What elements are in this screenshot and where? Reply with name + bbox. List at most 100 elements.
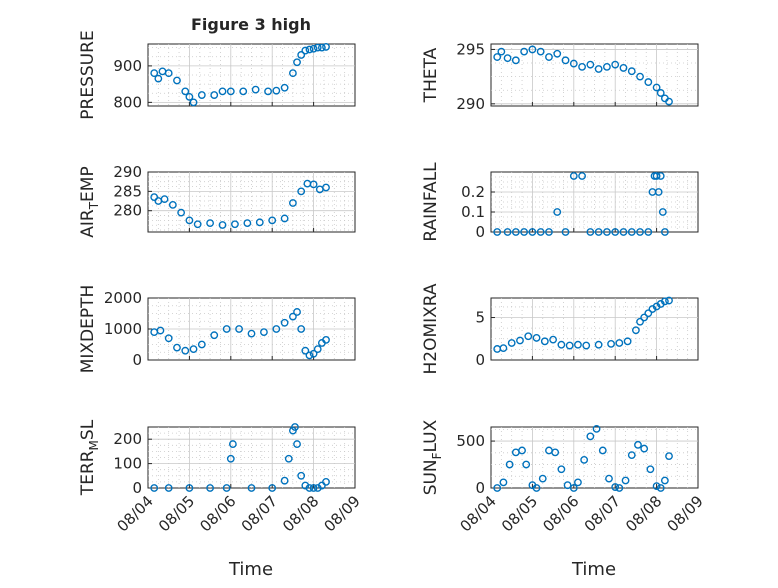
data-point — [557, 465, 566, 474]
data-point — [611, 60, 620, 69]
data-point — [313, 345, 322, 354]
x-tick-label: 08/07 — [238, 492, 281, 535]
data-point — [226, 454, 235, 463]
data-point — [226, 87, 235, 96]
data-point — [154, 74, 163, 83]
data-point — [185, 216, 194, 225]
data-point — [586, 60, 595, 69]
data-point — [619, 64, 628, 72]
data-point — [524, 332, 533, 341]
y-tick-label: 0 — [475, 479, 485, 497]
y-axis-label: TERRMSL — [78, 419, 101, 496]
subplot-sun-flux: 0 500 SUNFLUX 08/0408/0508/0608/0708/0808/0… — [421, 419, 707, 535]
data-point — [206, 484, 215, 492]
subplot-rainfall: 0 0.1 0.2 RAINFALL — [421, 162, 699, 242]
y-tick-label: 500 — [456, 432, 485, 450]
data-point — [627, 228, 636, 236]
data-point — [603, 228, 611, 236]
y-tick-label: 0 — [132, 479, 142, 497]
data-point — [150, 484, 159, 492]
data-point — [545, 53, 553, 61]
y-tick-label: 0 — [475, 351, 485, 369]
x-tick-label: 08/06 — [196, 492, 239, 535]
data-point — [522, 460, 531, 469]
x-tick-label: 08/08 — [279, 492, 322, 535]
data-point — [611, 228, 620, 236]
data-point — [272, 325, 281, 333]
x-axis-label-left: Time — [228, 559, 273, 580]
data-point — [656, 89, 665, 97]
data-point — [293, 58, 301, 67]
data-point — [247, 484, 256, 492]
data-point — [536, 228, 545, 236]
y-tick-label: 200 — [113, 430, 142, 448]
data-point — [656, 484, 665, 492]
data-point — [280, 214, 289, 223]
data-point — [322, 183, 330, 192]
data-point — [193, 220, 202, 229]
data-point — [260, 328, 268, 336]
data-point — [264, 87, 272, 96]
data-point — [532, 334, 541, 342]
data-point — [284, 454, 293, 463]
data-point — [580, 455, 589, 464]
data-point — [538, 474, 547, 483]
data-point — [619, 228, 628, 236]
data-point — [574, 478, 582, 487]
y-tick-label: 100 — [113, 455, 142, 473]
data-point — [520, 228, 529, 236]
x-tick-label: 08/07 — [581, 492, 624, 535]
data-point — [511, 56, 520, 65]
data-point — [611, 483, 620, 491]
data-point — [507, 339, 516, 347]
data-point — [313, 43, 322, 52]
data-point — [247, 329, 256, 338]
y-axis-label: RAINFALL — [421, 162, 441, 242]
y-tick-label: 0.2 — [461, 183, 485, 201]
data-point — [665, 296, 673, 305]
data-point — [305, 484, 314, 492]
y-axis-label: AIRTEMP — [78, 166, 101, 237]
y-axis-label: SUNFLUX — [421, 419, 444, 495]
data-point — [493, 53, 502, 61]
data-point — [528, 228, 537, 236]
data-point — [652, 83, 661, 92]
data-point — [520, 47, 529, 56]
y-tick-label: 295 — [456, 40, 485, 58]
data-point — [189, 98, 198, 107]
data-point — [268, 216, 277, 225]
data-point — [280, 318, 289, 327]
data-point — [636, 72, 644, 81]
data-point — [173, 343, 181, 352]
data-point — [553, 208, 562, 216]
data-point — [603, 62, 611, 71]
data-point — [665, 97, 673, 106]
data-point — [640, 444, 649, 453]
y-tick-label: 900 — [113, 57, 142, 75]
figure-title: Figure 3 high — [191, 15, 311, 34]
data-point — [305, 45, 314, 54]
data-point — [164, 334, 173, 343]
data-point — [177, 208, 186, 217]
y-tick-label: 280 — [113, 202, 142, 220]
data-point — [222, 325, 231, 333]
data-point — [301, 346, 310, 355]
data-point — [627, 451, 636, 460]
data-point — [528, 45, 537, 54]
data-point — [518, 446, 526, 455]
data-point — [607, 339, 615, 348]
data-point — [499, 478, 508, 487]
data-point — [197, 91, 206, 99]
data-point — [206, 219, 215, 227]
data-point — [540, 337, 549, 346]
data-point — [309, 44, 318, 53]
data-point — [297, 187, 306, 196]
data-point — [516, 336, 524, 345]
data-point — [569, 484, 578, 492]
y-axis-label: THETA — [421, 47, 441, 103]
data-point — [297, 325, 306, 333]
y-tick-label: 285 — [113, 182, 142, 200]
y-tick-label: 0 — [475, 223, 485, 241]
